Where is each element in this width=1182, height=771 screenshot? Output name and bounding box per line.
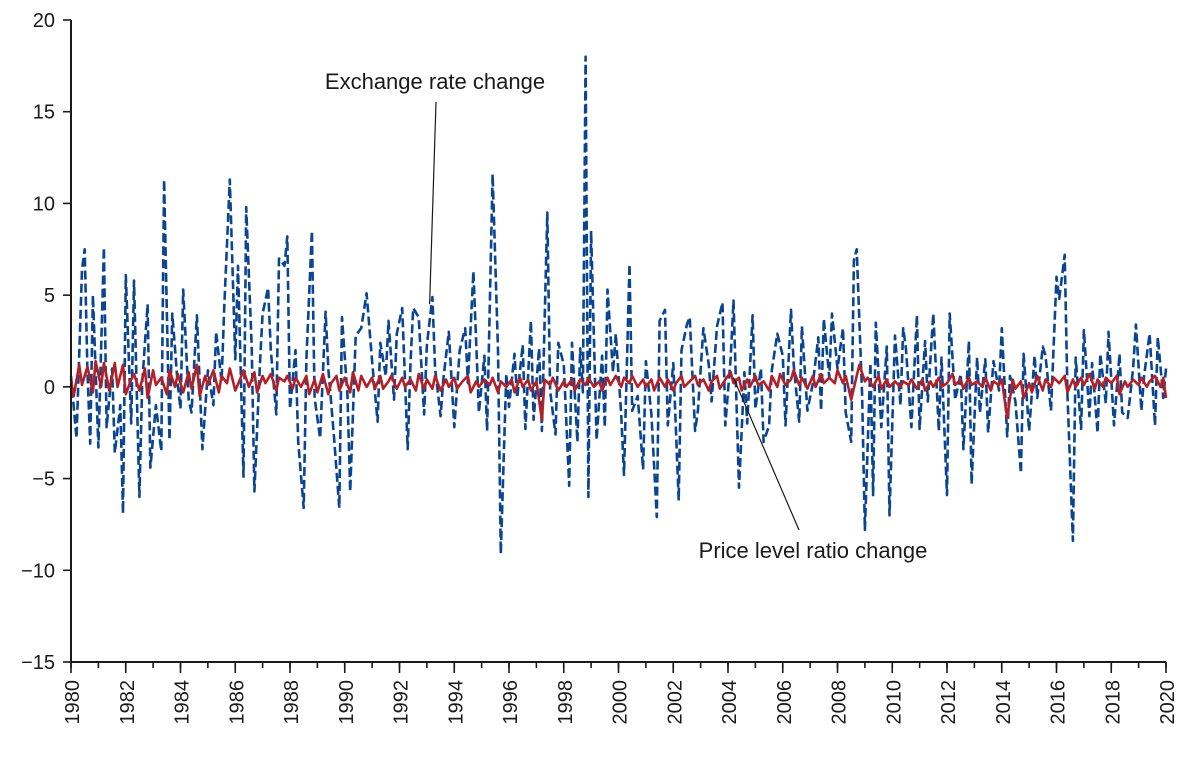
x-tick-label: 2010 [883,680,905,725]
exchange-rate-leader-line [429,101,437,305]
x-tick-label: 1986 [226,680,248,725]
series-line-exchange-rate [69,55,1168,556]
x-tick-label: 1988 [281,680,303,725]
price-level-annotation: Price level ratio change [699,538,928,563]
y-tick-label: −10 [21,560,55,582]
y-tick-label: −5 [32,469,55,491]
y-tick-label: 0 [44,377,55,399]
annotation-layer: Exchange rate change Price level ratio c… [325,69,927,563]
x-tick-label: 2008 [829,680,851,725]
series-layer [69,55,1168,556]
y-tick-label: 10 [33,193,55,215]
y-tick-label: 15 [33,102,55,124]
x-tick-label: 2006 [774,680,796,725]
ticks-layer: 20 15 10 5 0 −5 −10 −15 1980 1982 1984 1986 1988 1990… [21,10,1179,725]
x-tick-label: 2020 [1157,680,1179,725]
x-tick-label: 2012 [938,680,960,725]
x-tick-label: 2016 [1048,680,1070,725]
x-tick-label: 1996 [500,680,522,725]
price-level-leader-line [732,377,800,531]
x-tick-label: 1984 [172,680,194,725]
x-tick-label: 1982 [117,680,139,725]
x-tick-label: 2018 [1102,680,1124,725]
x-tick-label: 1994 [445,680,467,725]
x-tick-label: 2014 [993,680,1015,725]
y-tick-label: −15 [21,652,55,674]
x-tick-label: 2004 [719,680,741,725]
y-tick-label: 20 [33,10,55,32]
x-tick-label: 2000 [610,680,632,725]
x-tick-label: 2002 [664,680,686,725]
series-line-price-level [69,359,1168,422]
x-tick-label: 1998 [555,680,577,725]
x-tick-label: 1992 [391,680,413,725]
y-tick-label: 5 [44,285,55,307]
x-tick-label: 1990 [336,680,358,725]
exchange-rate-annotation: Exchange rate change [325,69,545,94]
x-tick-label: 1980 [62,680,84,725]
